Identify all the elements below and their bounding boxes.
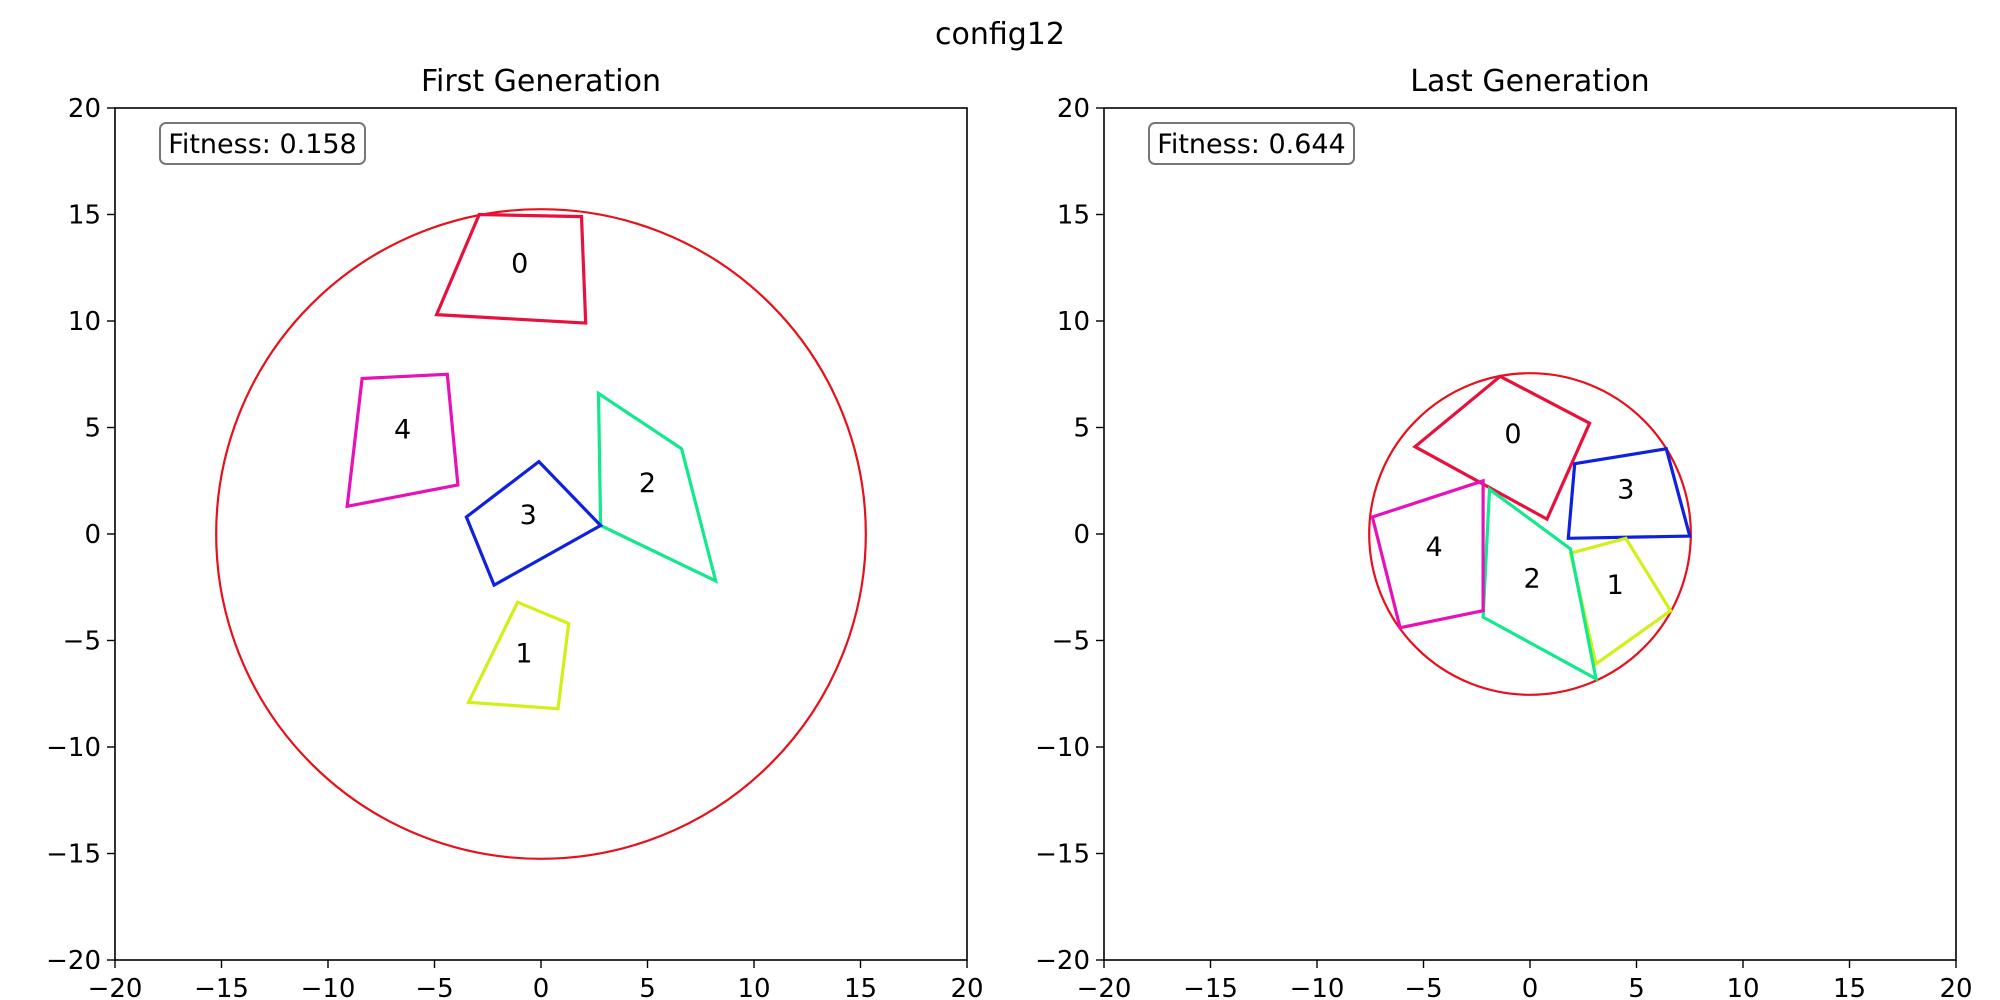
y-tick-label: 5 (84, 414, 101, 444)
x-tick-label: 10 (737, 974, 770, 1000)
y-tick-label: −15 (1035, 840, 1090, 870)
polygon-3 (464, 459, 604, 588)
polygon-label-4: 4 (1426, 532, 1443, 563)
y-tick-label: 20 (68, 94, 101, 124)
panel-last-generation: Last Generation 0 3 1 2 4 −20 −15 −10 −5 0 5 10 15 20 −… (1035, 64, 1972, 1000)
x-tick-label: −20 (1077, 974, 1132, 1000)
panel-first-generation: First Generation 0 1 2 3 4 −20 −15 −10 −5 0 5 10 15 20… (46, 64, 983, 1000)
polygon-label-1: 1 (1607, 570, 1624, 601)
fitness-label: Fitness: 0.644 (1157, 129, 1346, 160)
panel-title: Last Generation (1410, 64, 1649, 99)
x-tick-label: 20 (950, 974, 983, 1000)
polygon-4 (1370, 478, 1485, 630)
x-tick-label: 10 (1726, 974, 1759, 1000)
x-tick-label: −10 (1290, 974, 1345, 1000)
axes-frame (114, 107, 968, 961)
polygon-0 (1412, 374, 1592, 522)
plot-area: 0 1 2 3 4 (215, 208, 867, 860)
figure-title: config12 (935, 17, 1065, 52)
polygon-0 (434, 212, 588, 325)
x-tick-label: −15 (194, 974, 249, 1000)
polygon-label-0: 0 (1504, 419, 1521, 450)
y-tick-label: 15 (1057, 201, 1090, 231)
enclosing-circle (1368, 372, 1692, 696)
polygon-label-2: 2 (1524, 564, 1541, 595)
y-tick-label: 0 (84, 520, 101, 550)
x-tick-label: −5 (415, 974, 453, 1000)
polygon-label-2: 2 (639, 468, 656, 499)
y-tick-label: −5 (63, 627, 101, 657)
enclosing-circle (215, 208, 867, 860)
axes-frame (1103, 107, 1957, 961)
x-tick-label: −15 (1183, 974, 1238, 1000)
x-tick-label: 0 (1522, 974, 1539, 1000)
plot-area: 0 3 1 2 4 (1368, 372, 1692, 696)
polygon-label-0: 0 (511, 248, 528, 279)
x-tick-label: 15 (1833, 974, 1866, 1000)
polygon-1 (466, 600, 571, 711)
y-tick-label: −10 (1035, 733, 1090, 763)
y-tick-label: −5 (1052, 627, 1090, 657)
polygon-1 (1568, 536, 1673, 667)
panel-title: First Generation (421, 64, 661, 99)
y-tick-label: −20 (1035, 946, 1090, 976)
polygon-2 (1481, 486, 1599, 682)
polygon-label-3: 3 (520, 500, 537, 531)
polygon-label-3: 3 (1617, 474, 1634, 505)
x-tick-label: 0 (533, 974, 550, 1000)
x-tick-label: 5 (639, 974, 656, 1000)
y-tick-label: 5 (1073, 414, 1090, 444)
x-tick-label: 5 (1628, 974, 1645, 1000)
y-tick-label: −15 (46, 840, 101, 870)
polygon-label-4: 4 (394, 415, 411, 446)
y-tick-label: −20 (46, 946, 101, 976)
y-tick-label: 15 (68, 201, 101, 231)
x-tick-label: −20 (88, 974, 143, 1000)
x-tick-label: 20 (1939, 974, 1972, 1000)
fitness-box (1148, 122, 1355, 165)
polygon-label-1: 1 (515, 638, 532, 669)
x-tick-label: −5 (1404, 974, 1442, 1000)
y-tick-label: −10 (46, 733, 101, 763)
y-tick-label: 0 (1073, 520, 1090, 550)
polygon-3 (1566, 446, 1692, 540)
polygon-4 (345, 372, 460, 509)
fitness-label: Fitness: 0.158 (168, 129, 357, 160)
fitness-box (159, 122, 366, 165)
y-tick-label: 10 (1057, 307, 1090, 337)
y-tick-label: 10 (68, 307, 101, 337)
polygon-2 (596, 390, 719, 584)
y-tick-label: 20 (1057, 94, 1090, 124)
x-tick-label: −10 (301, 974, 356, 1000)
x-tick-label: 15 (844, 974, 877, 1000)
